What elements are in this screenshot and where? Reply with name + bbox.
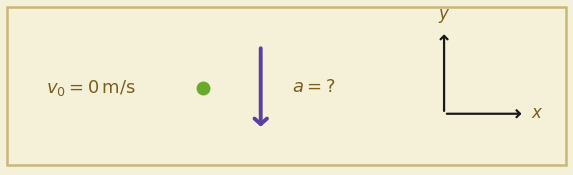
Text: $x$: $x$: [531, 105, 544, 122]
Point: [199, 86, 208, 89]
Text: $a = ?$: $a = ?$: [292, 79, 336, 96]
FancyBboxPatch shape: [7, 7, 566, 164]
Text: $v_0 = 0\,\mathrm{m/s}$: $v_0 = 0\,\mathrm{m/s}$: [46, 78, 136, 97]
Text: $y$: $y$: [438, 7, 450, 25]
